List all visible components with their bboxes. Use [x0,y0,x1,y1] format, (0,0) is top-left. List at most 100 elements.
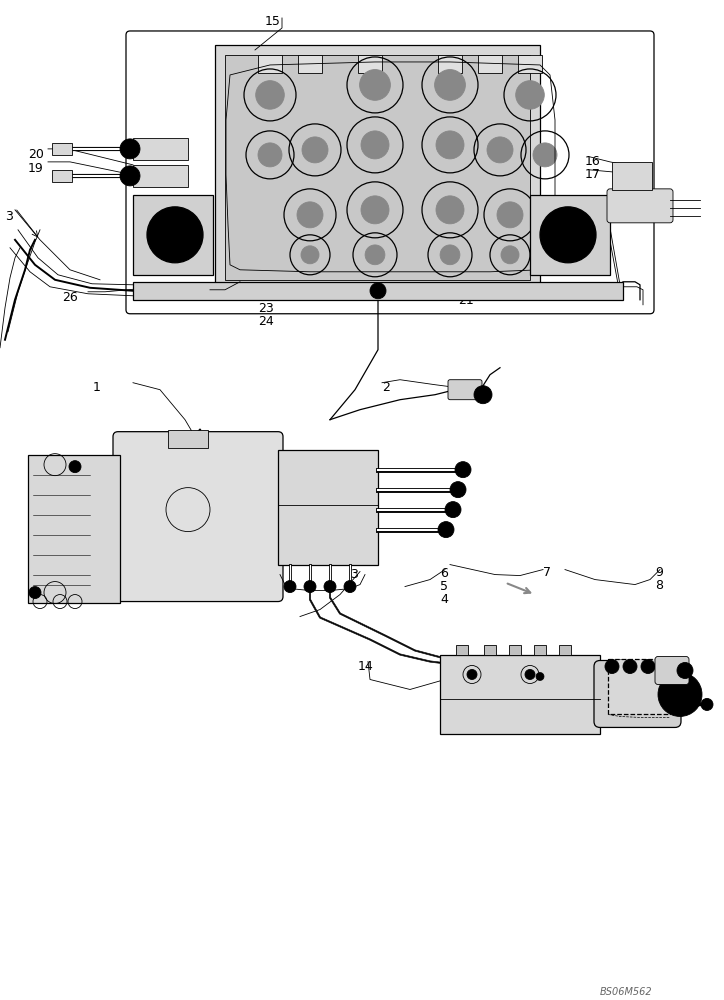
Bar [518,55,542,73]
FancyBboxPatch shape [607,189,673,223]
Circle shape [525,669,535,679]
Circle shape [436,131,464,159]
FancyBboxPatch shape [113,432,283,602]
Circle shape [450,482,466,498]
Circle shape [467,669,477,679]
Bar [52,170,72,182]
Circle shape [297,202,323,228]
Text: 6: 6 [440,567,448,580]
Text: 20: 20 [562,239,578,252]
Text: 14: 14 [358,660,374,673]
Bar [456,645,468,655]
FancyBboxPatch shape [126,31,654,314]
Circle shape [69,461,81,473]
Circle shape [301,246,319,264]
Bar [225,55,530,280]
Bar [52,143,72,155]
Circle shape [560,227,576,243]
Text: 13: 13 [618,697,634,710]
Bar [484,645,496,655]
Circle shape [361,196,389,224]
Circle shape [605,659,619,673]
Circle shape [302,137,328,163]
Circle shape [344,581,356,593]
Circle shape [536,672,544,680]
Text: 22: 22 [258,289,274,302]
FancyBboxPatch shape [448,380,482,400]
Text: BS06M562: BS06M562 [600,987,652,997]
Circle shape [515,81,544,109]
Text: 24: 24 [258,315,274,328]
Text: 11: 11 [618,671,634,684]
Bar [28,455,120,603]
Circle shape [361,131,389,159]
Circle shape [167,227,183,243]
Bar [215,45,540,290]
Circle shape [365,245,385,265]
Circle shape [324,581,336,593]
Text: 25: 25 [178,291,194,304]
Bar [278,450,378,565]
Bar [608,659,670,714]
Bar [133,165,188,187]
Circle shape [445,502,461,518]
Bar [559,645,571,655]
Circle shape [440,245,460,265]
FancyBboxPatch shape [655,657,689,684]
Bar [530,195,610,275]
Bar [298,55,322,73]
Circle shape [147,207,203,263]
Circle shape [677,662,693,678]
Circle shape [487,137,513,163]
Circle shape [304,581,316,593]
Circle shape [360,70,390,100]
Circle shape [370,283,386,299]
Circle shape [533,143,557,167]
Text: 5: 5 [440,580,448,593]
Bar [133,195,213,275]
Circle shape [540,207,596,263]
Circle shape [155,215,195,255]
Bar [438,55,462,73]
FancyBboxPatch shape [594,660,681,727]
Circle shape [501,246,519,264]
Bar [534,645,546,655]
Text: 9: 9 [655,566,663,579]
Circle shape [120,139,140,159]
Circle shape [658,672,702,716]
Bar [258,55,282,73]
Bar [440,655,600,734]
Circle shape [284,581,296,593]
Text: 7: 7 [543,566,551,579]
Bar [133,138,188,160]
Text: 20: 20 [28,148,44,161]
Circle shape [256,81,285,109]
Text: 15: 15 [30,572,46,585]
Bar [612,162,652,190]
Bar [478,55,502,73]
Text: 1: 1 [93,381,101,394]
Text: 12: 12 [618,684,634,697]
Text: 15: 15 [265,15,281,28]
Text: 3: 3 [5,210,13,223]
Circle shape [455,462,471,478]
Circle shape [497,202,523,228]
Circle shape [29,587,41,599]
Circle shape [474,386,492,404]
Text: 4: 4 [440,593,448,606]
Text: 19: 19 [562,226,578,239]
Circle shape [623,659,637,673]
Circle shape [686,688,698,700]
Text: 21: 21 [458,294,473,307]
Circle shape [434,70,466,100]
Circle shape [548,215,588,255]
Circle shape [438,522,454,538]
Circle shape [641,659,655,673]
Bar [509,645,521,655]
Circle shape [258,143,282,167]
Circle shape [120,166,140,186]
Circle shape [701,698,713,710]
Text: 16: 16 [585,155,601,168]
Text: 10: 10 [618,658,634,671]
Text: 3: 3 [350,568,358,581]
